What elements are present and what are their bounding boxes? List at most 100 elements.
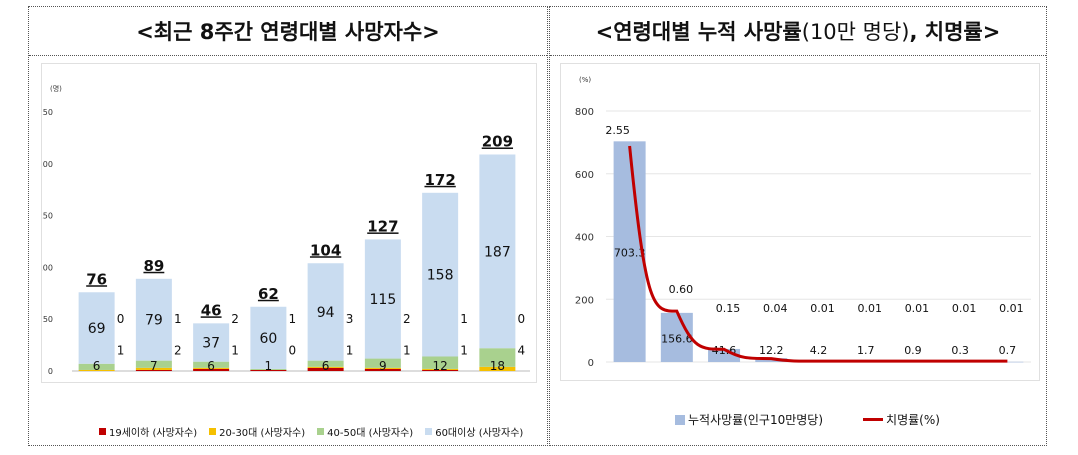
bar-seg-20-30: [135, 367, 172, 370]
label-20-30: 4: [518, 343, 526, 357]
legend-swatch-fatality: [863, 418, 884, 421]
legend-label-u19: 19세이하 (사망자수): [109, 428, 198, 439]
bar-seg-20-30: [422, 368, 459, 370]
label-60plus: 69: [88, 321, 106, 337]
bar-total-label: 46: [201, 301, 222, 319]
bar-total-label: 89: [143, 257, 164, 275]
left-chart-title: <최근 8주간 연령대별 사망자수>: [29, 7, 547, 56]
line-value-label: 0.01: [952, 302, 977, 315]
bar-value-label: 12.2: [759, 344, 784, 357]
label-40-50: 1: [265, 359, 273, 373]
legend-label-cum-mortality: 누적사망률(인구10만명당): [688, 413, 824, 427]
legend-item-40-50: 40-50대 (사망자수): [317, 424, 413, 439]
legend-swatch-60plus: [425, 428, 433, 435]
mortality-bar: [660, 312, 693, 362]
label-u19: 1: [174, 312, 182, 326]
right-y-tick: 0: [588, 358, 594, 369]
right-y-unit: (%): [579, 76, 591, 84]
legend-item-60plus: 60대이상 (사망자수): [425, 424, 523, 439]
legend-item-cum-mortality: 누적사망률(인구10만명당): [675, 411, 823, 428]
right-y-tick: 600: [575, 170, 594, 181]
bar-seg-40-50: [364, 358, 401, 368]
fatality-rate-line: [628, 145, 1008, 363]
left-plot-area: (명)05010015020025001669766월3주12779896월4주…: [38, 63, 537, 411]
bar-seg-40-50: [193, 361, 230, 368]
label-40-50: 6: [322, 359, 330, 373]
bar-seg-u19: [364, 368, 401, 371]
line-value-label: 0.04: [763, 302, 788, 315]
bar-seg-40-50: [479, 348, 516, 367]
left-y-tick: 0: [48, 367, 53, 376]
label-20-30: 1: [346, 343, 354, 357]
label-60plus: 79: [145, 313, 163, 329]
left-y-tick: 100: [42, 263, 53, 272]
legend-item-20-30: 20-30대 (사망자수): [209, 424, 305, 439]
label-40-50: 7: [150, 359, 158, 373]
label-20-30: 2: [174, 343, 182, 357]
label-u19: 2: [231, 312, 239, 326]
bar-seg-20-30: [78, 369, 115, 371]
bar-seg-40-50: [135, 360, 172, 368]
legend-label-fatality: 치명률(%): [886, 413, 940, 427]
mortality-bar: [613, 141, 646, 362]
label-u19: 0: [117, 312, 125, 326]
right-chart-panel: <연령대별 누적 사망률 (10만 명당) , 치명률> (%) 0 200 400 6…: [549, 6, 1047, 446]
bar-total-label: 209: [482, 132, 513, 150]
bar-seg-40-50: [307, 360, 344, 367]
bar-seg-60plus: [78, 292, 115, 364]
label-60plus: 187: [484, 244, 511, 260]
right-y-tick: 400: [575, 233, 594, 244]
left-chart-panel: <최근 8주간 연령대별 사망자수> (명)050100150200250016…: [28, 6, 548, 446]
bar-value-label: 1.7: [857, 344, 875, 357]
bar-value-label: 0.7: [999, 344, 1017, 357]
bar-seg-40-50: [250, 368, 287, 370]
bar-total-label: 62: [258, 285, 279, 303]
left-legend: 19세이하 (사망자수) 20-30대 (사망자수) 40-50대 (사망자수)…: [99, 424, 535, 439]
bar-seg-20-30: [193, 367, 230, 369]
label-40-50: 6: [207, 359, 215, 373]
bar-seg-20-30: [479, 366, 516, 371]
bar-seg-60plus: [364, 239, 401, 359]
bar-value-label: 703.3: [614, 247, 646, 260]
bar-seg-60plus: [250, 306, 287, 369]
line-value-label: 0.01: [905, 302, 930, 315]
bar-seg-60plus: [479, 154, 516, 349]
label-60plus: 37: [202, 336, 220, 352]
right-title-part2: (10만 명당): [801, 20, 910, 44]
legend-swatch-40-50: [317, 428, 325, 435]
label-60plus: 115: [370, 292, 397, 308]
bar-total-label: 172: [424, 171, 455, 189]
bar-seg-u19: [422, 369, 459, 371]
bar-total-label: 104: [310, 241, 341, 259]
bar-seg-60plus: [307, 263, 344, 361]
deaths-by-age-chart: (명)05010015020025001669766월3주12779896월4주…: [38, 84, 530, 411]
left-y-tick: 50: [43, 315, 53, 324]
bar-seg-u19: [193, 368, 230, 371]
label-u19: 1: [289, 312, 297, 326]
label-u19: 2: [403, 312, 411, 326]
label-40-50: 9: [379, 359, 387, 373]
line-value-label: 0.60: [669, 283, 694, 296]
line-value-label: 0.01: [810, 302, 835, 315]
left-y-tick: 150: [42, 212, 53, 221]
bar-value-label: 0.9: [904, 344, 922, 357]
right-legend: 누적사망률(인구10만명당) 치명률(%): [675, 411, 952, 428]
legend-item-u19: 19세이하 (사망자수): [99, 424, 197, 439]
bar-value-label: 156.6: [661, 332, 693, 345]
legend-label-60plus: 60대이상 (사망자수): [435, 428, 524, 439]
bar-seg-60plus: [193, 323, 230, 362]
legend-item-fatality: 치명률(%): [863, 411, 940, 428]
right-y-tick: 800: [575, 107, 594, 118]
right-plot-area: (%)0200400600800703.380대이상156.670대41.660…: [560, 63, 1040, 393]
bar-seg-20-30: [307, 366, 344, 368]
bar-seg-40-50: [78, 363, 115, 370]
label-60plus: 60: [259, 331, 277, 347]
label-40-50: 6: [93, 359, 101, 373]
line-value-label: 0.15: [716, 302, 741, 315]
bar-seg-u19: [135, 369, 172, 371]
label-20-30: 0: [289, 343, 297, 357]
label-20-30: 1: [231, 343, 239, 357]
legend-swatch-20-30: [209, 428, 217, 435]
line-value-label: 2.55: [605, 124, 630, 137]
left-y-tick: 200: [42, 160, 53, 169]
